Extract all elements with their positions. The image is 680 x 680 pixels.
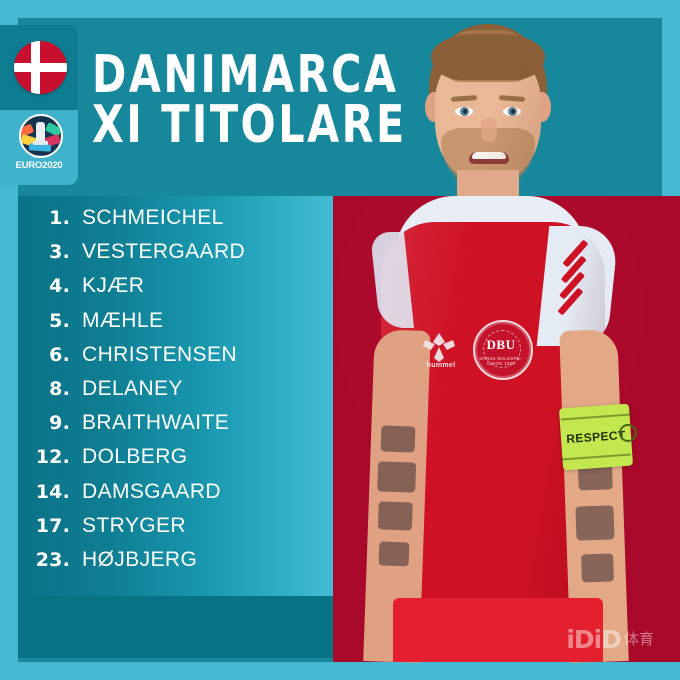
player-teeth [472,152,506,159]
title-line-2: XI TITOLARE [92,93,407,155]
player-shorts [393,598,603,662]
lineup-list: 1. SCHMEICHEL 3. VESTERGAARD 4. KJÆR 5. MÆHLE 6.… [18,206,333,582]
lineup-row: 3. VESTERGAARD [18,240,333,274]
flag-badge-cell [0,25,78,110]
tattoo-6 [575,505,615,541]
lineup-row-number: 17. [35,514,70,537]
badge-stack: UEFA EURO2020 [0,25,78,185]
player-pupil-right [511,109,515,114]
lineup-row-number: 12. [35,446,70,469]
player-fringe [431,34,545,80]
lineup-row-number: 5. [49,309,70,332]
lineup-row-name: HØJBJERG [82,547,198,571]
lineup-row: 4. KJÆR [18,274,333,308]
watermark-cjk: 体育 [623,630,654,648]
player-portrait: hummel DBU DANSK BOLDSPIL-UNION 1889 RES… [333,0,680,663]
tattoo-3 [377,501,413,531]
dbu-crest-text: DBU [486,337,516,352]
lineup-row-name: CHRISTENSEN [82,342,237,366]
watermark: iDiD 体育 [566,627,654,652]
hummel-wordmark: hummel [426,362,456,369]
lineup-row: 6. CHRISTENSEN [18,343,333,377]
title-line-1: DANIMARCA [92,43,399,105]
euro-2020-logo-icon: UEFA EURO2020 [13,114,65,180]
lineup-row-name: MÆHLE [82,308,164,332]
euro-logo-circle [19,114,63,158]
footer-band [18,596,333,662]
lineup-row-name: DAMSGAARD [82,479,221,503]
euro-2020-label: EURO2020 [15,160,63,171]
lineup-row: 23. HØJBJERG [18,548,333,582]
lineup-panel-background [18,196,333,596]
player-face-shading [435,44,541,184]
player-pupil-left [463,109,467,114]
uefa-respect-mark-icon [618,423,638,443]
uefa-label: UEFA [32,154,46,159]
lineup-row-number: 6. [49,343,70,366]
watermark-glyph: iDiD [566,625,622,654]
lineup-row: 8. DELANEY [18,377,333,411]
lineup-row-number: 23. [35,548,70,571]
lineup-row: 5. MÆHLE [18,309,333,343]
footer-band-edge [18,658,333,662]
lineup-row-name: VESTERGAARD [82,240,246,264]
tattoo-7 [581,553,614,583]
tournament-badge-cell: UEFA EURO2020 [0,110,78,185]
page-title: DANIMARCA XI TITOLARE [92,43,512,152]
henri-delaunay-trophy-icon [36,122,45,142]
lineup-row: 12. DOLBERG [18,445,333,479]
denmark-flag-icon [14,41,67,94]
header-band [18,18,662,196]
lineup-row-name: DELANEY [82,376,183,400]
flag-cross-horizontal [14,63,67,72]
hummel-bee-icon [423,333,455,362]
dbu-crest-inner-ring [483,330,521,368]
lineup-row-name: DOLBERG [82,445,188,469]
tattoo-1 [380,425,416,453]
lineup-row-number: 3. [49,241,70,264]
tattoo-4 [378,541,410,567]
lineup-row-number: 4. [49,275,70,298]
lineup-row-number: 14. [35,480,70,503]
player-nose [481,118,497,142]
tattoo-2 [377,461,417,493]
lineup-row-number: 8. [49,377,70,400]
lineup-row-name: BRAITHWAITE [82,411,230,435]
dbu-crest-subtext: DANSK BOLDSPIL-UNION 1889 [479,356,523,366]
lineup-row: 14. DAMSGAARD [18,480,333,514]
lineup-row: 17. STRYGER [18,514,333,548]
lineup-row-name: SCHMEICHEL [82,206,224,229]
trophy-base [33,141,48,145]
lineup-row: 1. SCHMEICHEL [18,206,333,240]
lineup-row: 9. BRAITHWAITE [18,411,333,445]
lineup-row-name: STRYGER [82,513,186,537]
lineup-row-number: 9. [49,412,70,435]
lineup-row-number: 1. [49,207,70,229]
lineup-row-name: KJÆR [82,274,145,298]
